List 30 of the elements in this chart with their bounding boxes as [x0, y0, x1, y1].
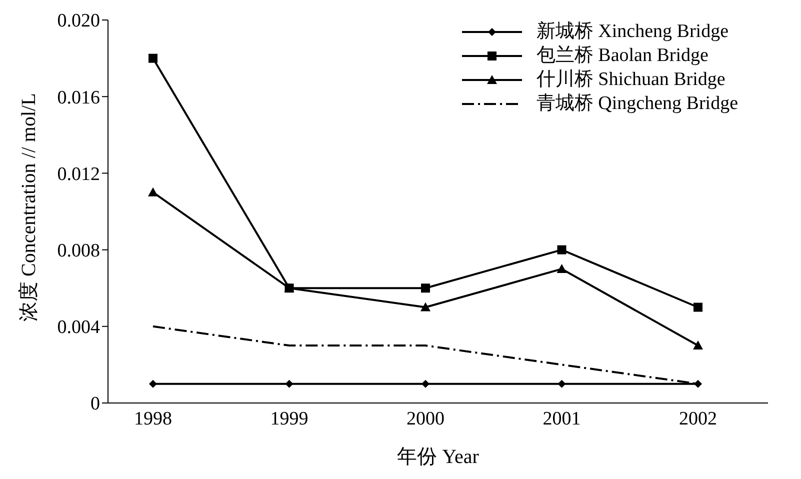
x-tick-label: 2002 [679, 408, 717, 430]
legend-label: 青城桥 Qingcheng Bridge [536, 92, 738, 116]
point [693, 340, 703, 350]
x-tick-label: 1998 [134, 408, 172, 430]
y-tick-label: 0 [90, 394, 100, 415]
point [556, 264, 567, 273]
point [148, 54, 158, 63]
y-tick-label: 0.012 [57, 164, 100, 185]
point [285, 380, 294, 388]
point [148, 187, 158, 196]
y-tick-label: 0.004 [57, 317, 100, 338]
y-axis-title: 浓度 Concentration // mol/L [18, 93, 40, 322]
y-tick-label: 0.008 [57, 240, 100, 262]
y-tick-label: 0.020 [57, 10, 100, 32]
point [421, 284, 430, 293]
x-tick-label: 1999 [270, 408, 308, 430]
x-axis-title: 年份 Year [397, 446, 480, 468]
x-tick-label: 2000 [406, 408, 444, 430]
legend-label: 新城桥 Xincheng Bridge [536, 20, 728, 44]
point [422, 380, 430, 388]
y-tick-label: 0.016 [57, 87, 100, 108]
point [694, 302, 702, 312]
x-tick-label: 2001 [542, 408, 581, 430]
legend-label: 什川桥 Shichuan Bridge [536, 68, 726, 92]
point [557, 245, 566, 254]
point [420, 302, 430, 312]
legend-label: 包兰桥 Baolan Bridge [536, 44, 708, 68]
point [149, 380, 157, 388]
point [558, 380, 566, 388]
point [694, 380, 702, 388]
